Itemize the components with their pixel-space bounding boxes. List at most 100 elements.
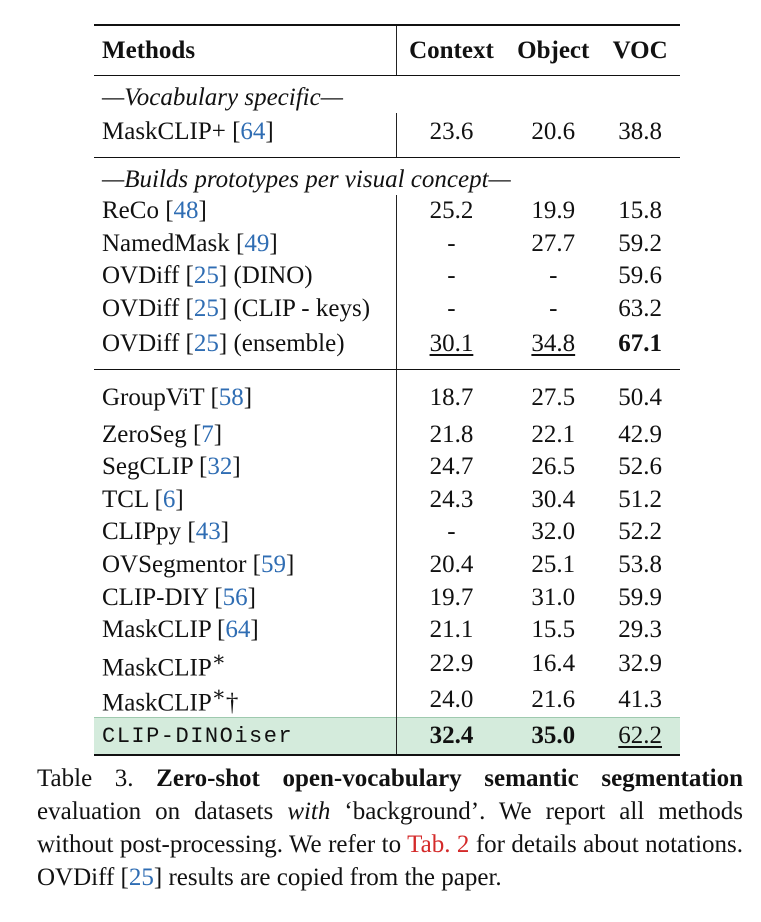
group-title-row: —Builds prototypes per visual concept— <box>94 158 680 196</box>
citation-link[interactable]: 59 <box>261 551 286 579</box>
citation-link[interactable]: 25 <box>193 330 219 358</box>
object-value: 26.5 <box>531 453 576 481</box>
voc-value: 52.6 <box>618 453 662 481</box>
table-row: SegCLIP [32] 24.7 26.5 52.6 <box>94 450 680 484</box>
group-title-row: —Vocabulary specific— <box>94 76 680 114</box>
method-name: TCL [6] <box>102 485 184 513</box>
voc-value: 38.8 <box>600 113 680 158</box>
table-row: OVDiff [25] (ensemble) 30.1 34.8 67.1 <box>94 325 680 371</box>
voc-value: 62.2 <box>600 717 680 757</box>
context-value: 24.0 <box>395 681 507 718</box>
voc-value: 63.2 <box>618 295 662 323</box>
results-table-container: Methods Context Object VOC —Vocabulary s… <box>94 24 680 757</box>
citation-link[interactable]: 25 <box>128 864 154 891</box>
voc-value: 29.3 <box>618 616 662 644</box>
citation-link[interactable]: 56 <box>222 583 248 611</box>
citation-link[interactable]: 7 <box>201 420 214 448</box>
object-value: 32.0 <box>531 518 576 546</box>
context-value: - <box>395 227 507 261</box>
method-name: MaskCLIP+ [64] <box>94 113 397 158</box>
citation-link[interactable]: 32 <box>207 453 233 481</box>
voc-value: 42.9 <box>618 420 662 448</box>
table-row: CLIPpy [43] - 32.0 52.2 <box>94 516 680 549</box>
table-row: ZeroSeg [7] 21.8 22.1 42.9 <box>94 418 680 451</box>
citation-link[interactable]: 64 <box>240 118 266 145</box>
voc-value: 59.9 <box>618 583 662 611</box>
citation-link[interactable]: 43 <box>195 518 221 546</box>
citation-link[interactable]: 64 <box>225 616 251 644</box>
object-value: - <box>549 295 558 323</box>
object-value: 16.4 <box>531 650 576 678</box>
caption-label: Table 3. <box>37 765 157 792</box>
voc-value: 50.4 <box>618 384 662 412</box>
object-value: 19.9 <box>531 197 576 225</box>
citation-link[interactable]: 6 <box>162 485 176 513</box>
object-value: 27.7 <box>531 229 576 257</box>
context-value: 19.7 <box>395 581 507 614</box>
context-value: 22.9 <box>395 646 507 682</box>
citation-link[interactable]: 49 <box>244 229 270 257</box>
object-value: 21.6 <box>531 685 576 713</box>
method-name: SegCLIP [32] <box>102 453 241 481</box>
citation-link[interactable]: 25 <box>193 295 219 323</box>
ours-row: CLIP-DINOiser 32.4 35.0 62.2 <box>94 717 680 757</box>
method-name: MaskCLIP∗† <box>102 681 239 717</box>
context-value: 18.7 <box>395 369 507 419</box>
table-row: MaskCLIP+ [64] 23.6 20.6 38.8 <box>94 113 680 158</box>
table-caption: Table 3. Zero-shot open-vocabulary seman… <box>37 765 744 891</box>
asterisk-superscript: ∗ <box>211 681 226 706</box>
table-reference-link[interactable]: Tab. 2 <box>407 831 470 858</box>
method-name: MaskCLIP [64] <box>102 616 259 644</box>
object-value: 34.8 <box>506 325 601 371</box>
second-best-value: 30.1 <box>429 330 474 358</box>
method-name: OVDiff [25] (ensemble) <box>94 325 397 371</box>
context-value: 30.1 <box>395 325 507 371</box>
citation-link[interactable]: 25 <box>193 262 219 290</box>
method-name: OVSegmentor [59] <box>102 551 295 579</box>
object-value: 27.5 <box>531 384 576 412</box>
method-name: NamedMask [49] <box>102 229 278 257</box>
table-row: MaskCLIP∗† 24.0 21.6 41.3 <box>94 681 680 718</box>
context-value: - <box>395 292 507 326</box>
object-value: 25.1 <box>531 551 576 579</box>
context-value: 24.7 <box>395 450 507 484</box>
voc-value: 59.6 <box>618 262 662 290</box>
voc-value: 15.8 <box>618 197 662 225</box>
object-value: 22.1 <box>531 420 576 448</box>
voc-value: 32.9 <box>618 650 662 678</box>
method-name: CLIP-DIY [56] <box>102 583 256 611</box>
citation-link[interactable]: 48 <box>173 197 199 225</box>
group-title-prototypes: —Builds prototypes per visual concept— <box>102 166 511 193</box>
method-name: OVDiff [25] (DINO) <box>102 262 313 290</box>
method-name-ours: CLIP-DINOiser <box>94 717 397 757</box>
context-value: - <box>395 516 507 549</box>
caption-title: Zero-shot open-vocabulary semantic segme… <box>156 765 743 792</box>
voc-value: 41.3 <box>618 685 662 713</box>
table-row: NamedMask [49] - 27.7 59.2 <box>94 227 680 261</box>
header-methods: Methods <box>94 24 397 76</box>
object-value: 20.6 <box>506 113 601 158</box>
citation-link[interactable]: 58 <box>218 384 244 412</box>
object-value: 30.4 <box>531 485 576 513</box>
voc-value: 53.8 <box>618 551 662 579</box>
second-best-value: 62.2 <box>618 722 662 750</box>
context-value: 21.8 <box>395 418 507 451</box>
context-value: 24.3 <box>395 483 507 517</box>
method-name: OVDiff [25] (CLIP - keys) <box>102 295 371 323</box>
second-best-value: 34.8 <box>531 330 576 358</box>
dagger-symbol: † <box>225 689 239 717</box>
voc-value: 59.2 <box>618 229 662 257</box>
method-name: GroupViT [58] <box>102 384 253 412</box>
method-name: ReCo [48] <box>102 197 207 225</box>
header-context: Context <box>395 24 507 76</box>
header-voc: VOC <box>600 24 680 76</box>
best-value: 35.0 <box>506 717 601 757</box>
best-value: 32.4 <box>395 717 507 757</box>
table-row: ReCo [48] 25.2 19.9 15.8 <box>94 195 680 228</box>
group-title-vocabulary-specific: —Vocabulary specific— <box>102 84 343 111</box>
object-value: - <box>549 262 558 290</box>
context-value: 23.6 <box>395 113 507 158</box>
table-header-row: Methods Context Object VOC <box>94 24 680 76</box>
voc-value: 51.2 <box>618 485 662 513</box>
method-name: ZeroSeg [7] <box>102 420 223 448</box>
